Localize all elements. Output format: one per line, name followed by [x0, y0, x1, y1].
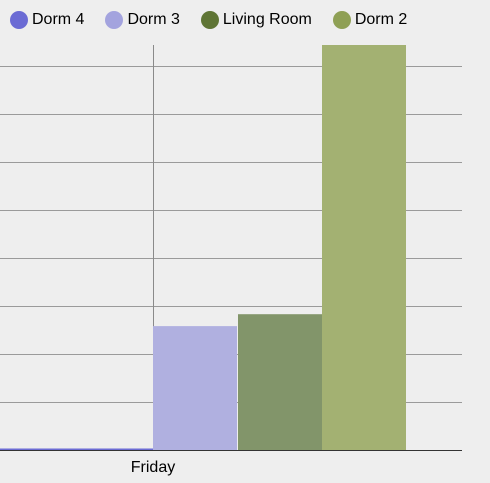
legend-label: Dorm 2	[354, 11, 408, 28]
legend-label: Dorm 3	[127, 11, 180, 28]
x-tick-label: Friday	[131, 459, 175, 476]
legend-item[interactable]: Living Room	[200, 11, 312, 29]
legend-item[interactable]: Dorm 4	[10, 11, 84, 29]
bar-living-room	[238, 314, 322, 450]
legend-label: Dorm 4	[32, 11, 85, 28]
legend-swatch-icon	[332, 11, 351, 29]
legend-item[interactable]: Dorm 3	[105, 11, 180, 29]
legend-label: Living Room	[222, 11, 312, 28]
legend: Dorm 4 Dorm 3 Living Room Dorm 2	[10, 11, 428, 29]
legend-swatch-icon	[10, 11, 28, 29]
bar-dorm-2	[322, 45, 406, 450]
bar-dorm-3	[153, 326, 237, 450]
legend-swatch-icon	[105, 11, 124, 29]
legend-item[interactable]: Dorm 2	[332, 11, 408, 29]
legend-swatch-icon	[200, 11, 219, 29]
